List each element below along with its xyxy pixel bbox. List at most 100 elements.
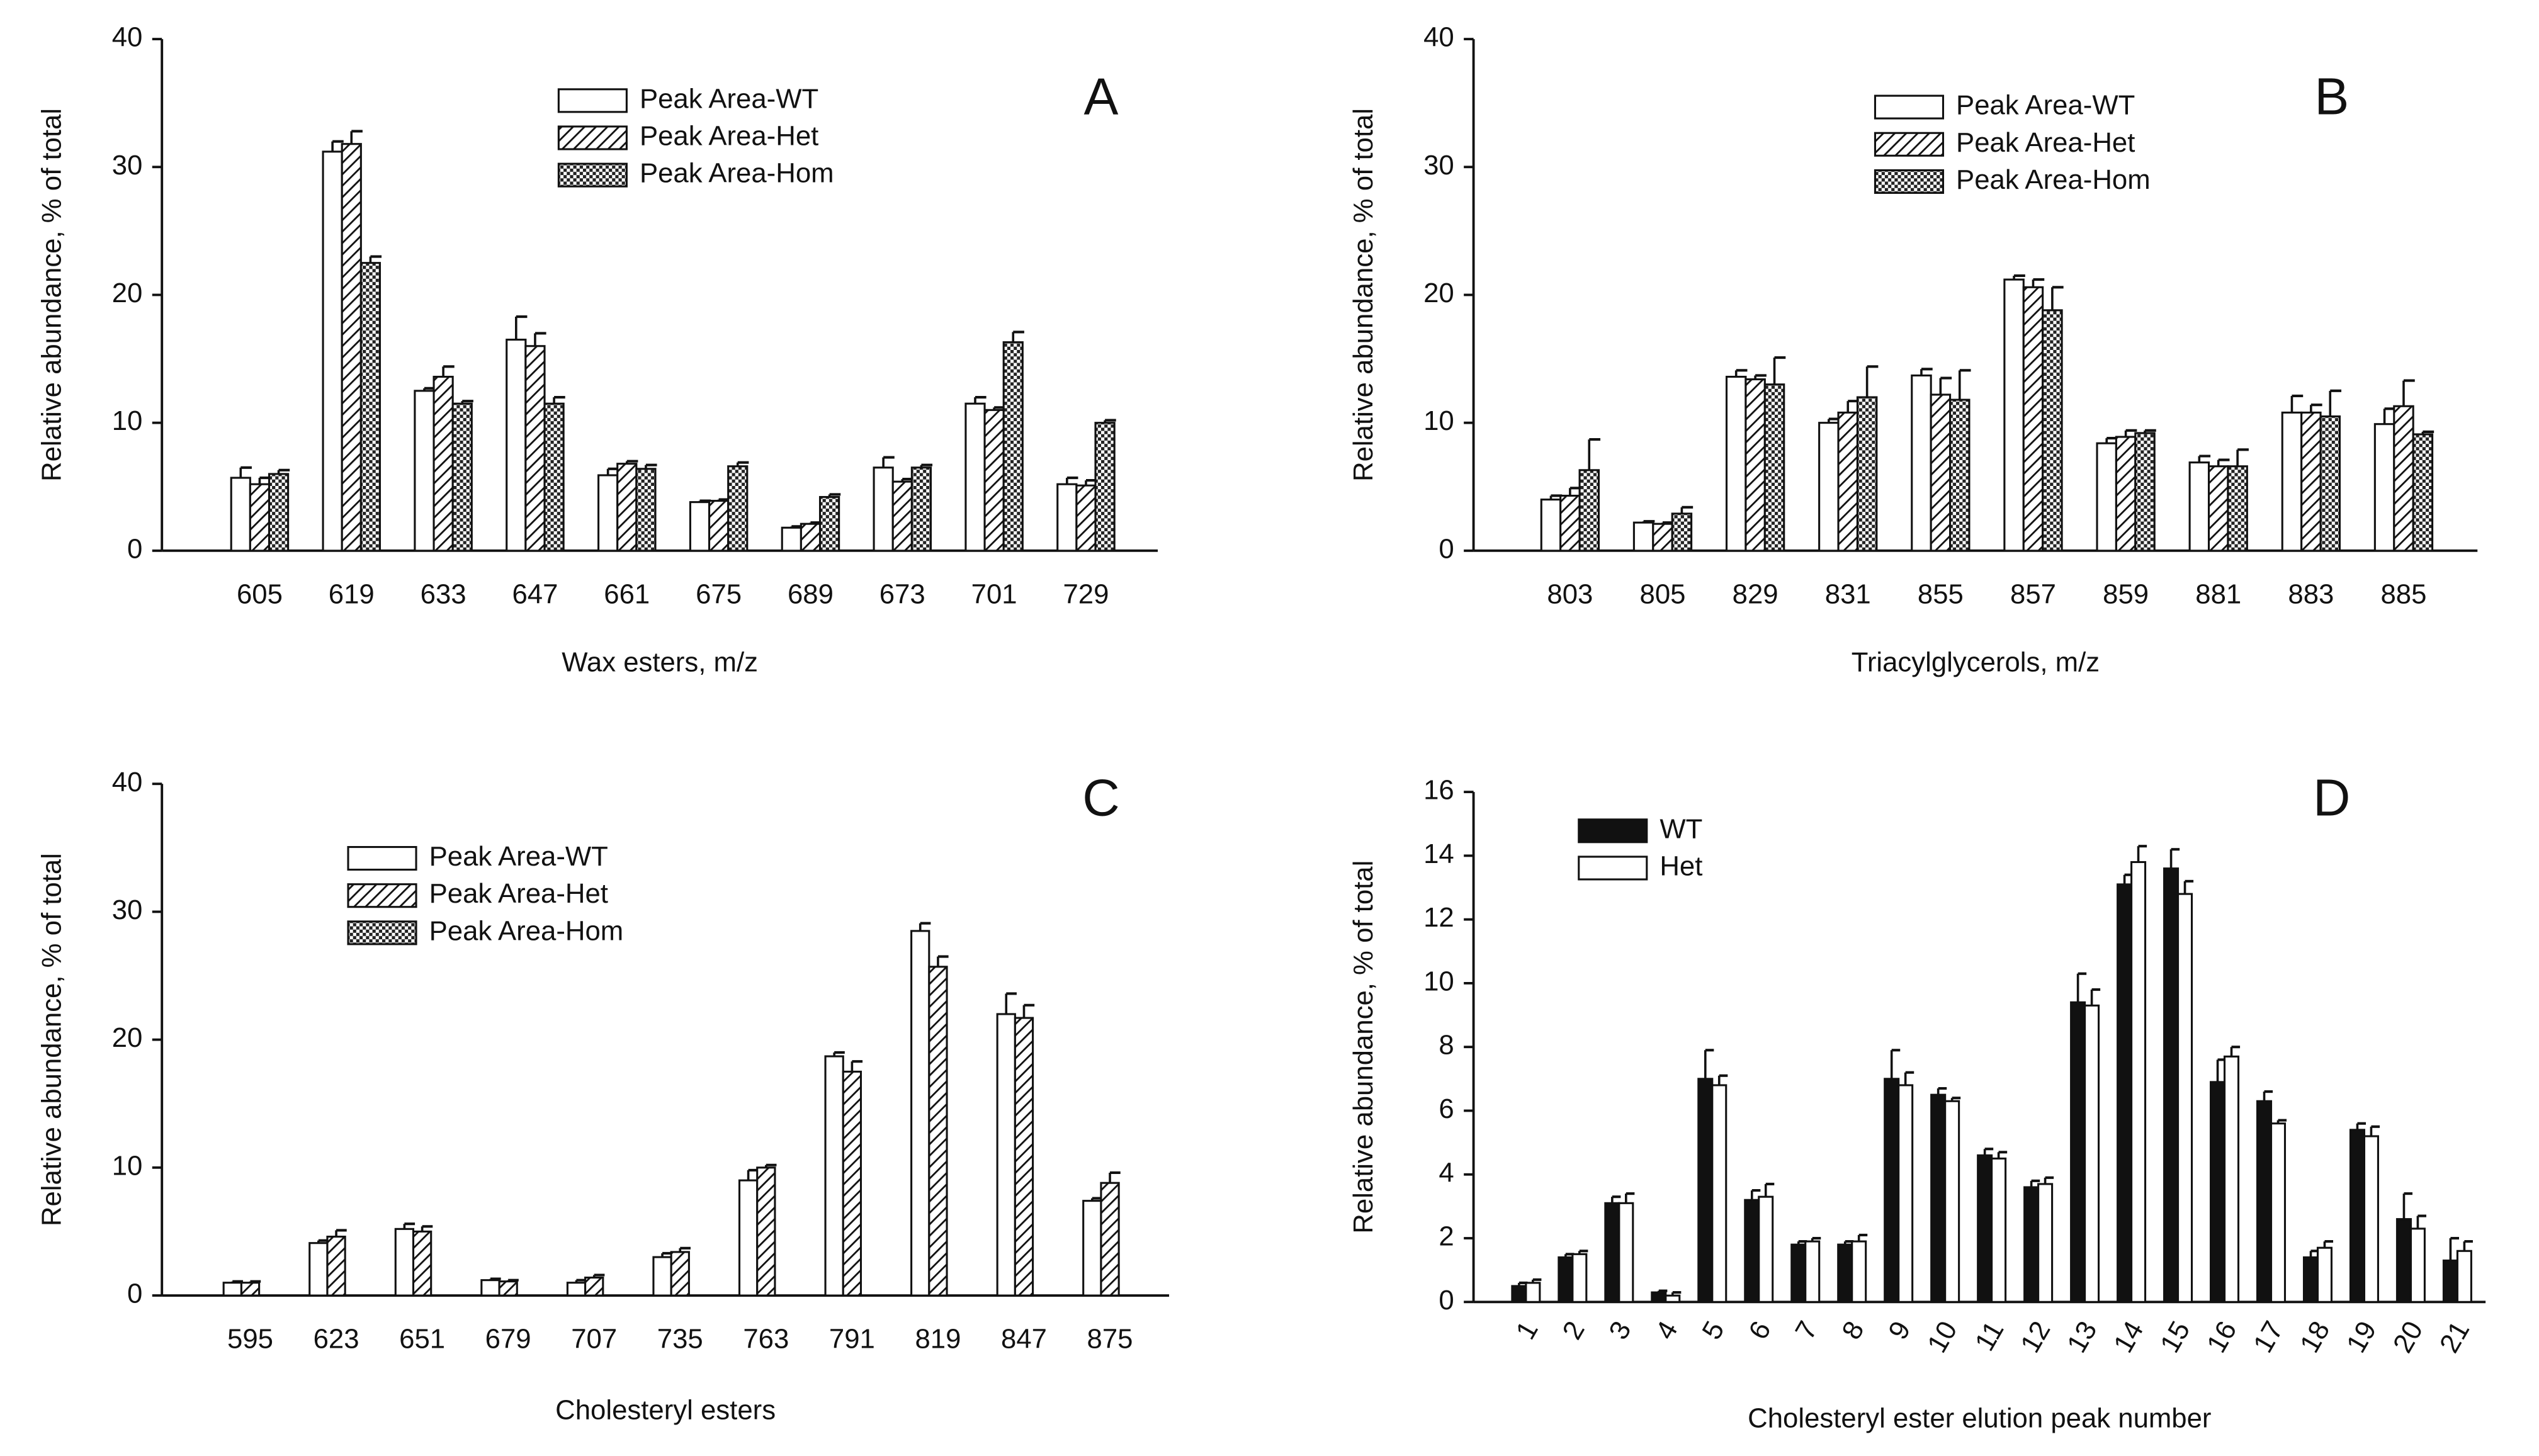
bar [2393, 405, 2414, 552]
bar [326, 1235, 346, 1297]
bar [451, 402, 473, 552]
bar [1082, 1200, 1102, 1297]
x-axis-label: Wax esters, m/z [562, 646, 758, 677]
bar [2319, 415, 2341, 552]
y-tick-label: 0 [1439, 533, 1454, 564]
bar [2130, 861, 2147, 1303]
bar [1525, 1282, 1541, 1303]
bar [1949, 398, 1971, 552]
x-axis-label: Triacylglycerols, m/z [1852, 646, 2100, 677]
bar [1944, 1100, 1960, 1303]
bar [1744, 1199, 1760, 1303]
y-tick-label: 20 [112, 278, 143, 308]
x-tick-label: 14 [2108, 1316, 2150, 1358]
bar [2270, 1122, 2287, 1303]
bar [964, 402, 986, 552]
x-tick-label: 10 [1921, 1316, 1964, 1358]
x-axis-label: Cholesteryl ester elution peak number [1748, 1403, 2211, 1434]
bar [1745, 378, 1766, 552]
bar [670, 1251, 690, 1297]
bar [781, 526, 802, 552]
x-tick-label: 881 [2195, 578, 2241, 609]
legend-label: Peak Area-Het [429, 878, 608, 909]
bar [1884, 1078, 1900, 1303]
x-tick-label: 9 [1882, 1316, 1917, 1345]
bar [1837, 1243, 1853, 1303]
x-tick-label: 7 [1789, 1316, 1824, 1345]
bar [1540, 499, 1562, 552]
bar [1930, 393, 1952, 552]
bar [2442, 1259, 2458, 1303]
x-tick-label: 5 [1696, 1316, 1731, 1345]
y-axis-label: Relative abundance, % of total [1348, 108, 1379, 482]
x-tick-label: 855 [1918, 578, 1964, 609]
bar [1014, 1017, 1034, 1297]
bar [506, 339, 527, 552]
bar [480, 1279, 500, 1297]
bar [2134, 432, 2156, 552]
legend-swatch [1874, 132, 1945, 157]
x-tick-label: 1 [1510, 1316, 1544, 1345]
x-tick-label: 679 [485, 1324, 531, 1355]
x-tick-label: 6 [1743, 1316, 1777, 1345]
x-tick-label: 12 [2015, 1316, 2057, 1358]
bar [1856, 396, 1878, 552]
x-tick-label: 16 [2201, 1316, 2243, 1358]
x-tick-label: 883 [2288, 578, 2334, 609]
y-tick-label: 4 [1439, 1157, 1454, 1188]
bar [2363, 1135, 2379, 1303]
bar [230, 477, 251, 552]
x-tick-label: 2 [1556, 1316, 1591, 1345]
x-tick-label: 675 [696, 578, 742, 609]
bar [910, 930, 930, 1297]
bar [1758, 1195, 1774, 1303]
bar [1977, 1154, 1993, 1303]
bar [2373, 423, 2395, 552]
x-tick-label: 647 [512, 578, 558, 609]
bar [1652, 522, 1673, 552]
y-tick-label: 12 [1423, 902, 1454, 933]
x-tick-label: 11 [1969, 1316, 2010, 1357]
bar [635, 468, 657, 552]
bar [1075, 484, 1097, 552]
legend-swatch [557, 88, 628, 113]
bar [1002, 341, 1024, 552]
bar [983, 409, 1005, 552]
legend-swatch [1874, 169, 1945, 194]
y-tick-label: 20 [1423, 278, 1454, 308]
bar [1837, 411, 1858, 552]
y-tick-label: 40 [1423, 22, 1454, 53]
bar [2412, 433, 2434, 552]
bar [249, 483, 271, 552]
x-tick-label: 735 [657, 1324, 703, 1355]
y-tick-label: 0 [127, 1278, 142, 1309]
x-tick-label: 20 [2387, 1316, 2429, 1358]
bar [1578, 469, 1600, 552]
bar [1897, 1084, 1914, 1303]
bar [756, 1166, 776, 1297]
y-tick-label: 40 [112, 767, 143, 798]
bar [414, 390, 435, 552]
bar [1711, 1084, 1728, 1303]
bar [2281, 411, 2303, 552]
bar [2227, 465, 2248, 552]
bar [1763, 383, 1785, 552]
y-tick-label: 30 [112, 150, 143, 181]
bar [1618, 1202, 1634, 1303]
legend-swatch [557, 162, 628, 188]
bar [996, 1013, 1016, 1297]
panel-label: C [1082, 769, 1119, 827]
bar [842, 1070, 862, 1297]
bar [2207, 465, 2229, 552]
bar [498, 1280, 518, 1297]
bar [2163, 867, 2180, 1303]
y-tick-label: 30 [1423, 150, 1454, 181]
x-tick-label: 847 [1001, 1324, 1047, 1355]
x-tick-label: 595 [227, 1324, 273, 1355]
x-tick-label: 17 [2248, 1316, 2290, 1358]
bar [1991, 1157, 2007, 1303]
legend-label: Peak Area-Het [640, 121, 818, 152]
y-tick-label: 14 [1423, 838, 1454, 869]
